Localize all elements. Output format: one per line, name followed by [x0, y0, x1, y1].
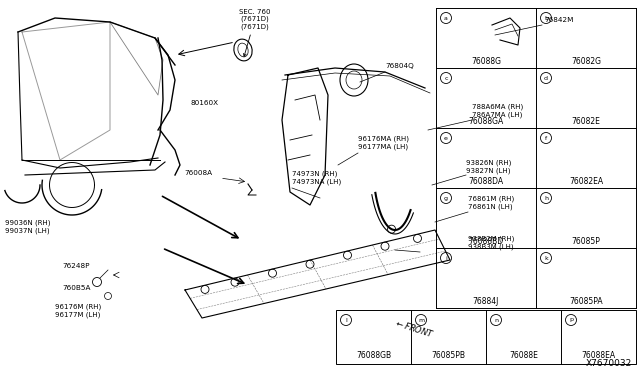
Text: a: a [444, 16, 448, 20]
Text: c: c [444, 76, 448, 80]
Text: 76085PB: 76085PB [431, 350, 465, 359]
Text: 76088EA: 76088EA [581, 350, 616, 359]
Text: 80160X: 80160X [191, 100, 219, 106]
Text: 76088DA: 76088DA [468, 176, 504, 186]
Text: p: p [569, 317, 573, 323]
Text: 76088E: 76088E [509, 350, 538, 359]
Text: i: i [445, 256, 447, 260]
Text: 76884J: 76884J [473, 296, 499, 305]
Text: 76248P: 76248P [62, 263, 90, 269]
Text: 788A6MA (RH)
786A7MA (LH): 788A6MA (RH) 786A7MA (LH) [472, 103, 524, 118]
Text: 938B2M (RH)
938B3M (LH): 938B2M (RH) 938B3M (LH) [468, 235, 515, 250]
Text: n: n [494, 317, 498, 323]
Text: 76088GA: 76088GA [468, 116, 504, 125]
Text: 74973N (RH)
74973NA (LH): 74973N (RH) 74973NA (LH) [292, 170, 341, 185]
Text: 76008A: 76008A [184, 170, 212, 176]
Bar [336, 310, 636, 364]
Text: 760B5A: 760B5A [62, 285, 90, 291]
Text: 96176MA (RH)
96177MA (LH): 96176MA (RH) 96177MA (LH) [358, 135, 409, 150]
Text: 93826N (RH)
93827N (LH): 93826N (RH) 93827N (LH) [466, 160, 511, 173]
Text: 76861M (RH)
76861N (LH): 76861M (RH) 76861N (LH) [468, 196, 515, 209]
Text: b: b [544, 16, 548, 20]
Text: 76082G: 76082G [571, 57, 601, 65]
Text: 76804Q: 76804Q [385, 63, 413, 69]
Text: 76842M: 76842M [544, 17, 573, 23]
Text: g: g [444, 196, 448, 201]
Text: m: m [418, 317, 424, 323]
Text: 96176M (RH)
96177M (LH): 96176M (RH) 96177M (LH) [55, 304, 101, 317]
Text: 76085PA: 76085PA [569, 296, 603, 305]
Text: 76088G: 76088G [471, 57, 501, 65]
Text: 76085P: 76085P [572, 237, 600, 246]
Text: 99036N (RH)
99037N (LH): 99036N (RH) 99037N (LH) [5, 219, 51, 234]
Text: SEC. 760
(7671D)
(7671D): SEC. 760 (7671D) (7671D) [239, 9, 271, 57]
Text: 76082EA: 76082EA [569, 176, 603, 186]
Text: $\leftarrow$FRONT: $\leftarrow$FRONT [393, 317, 436, 340]
Text: 76082E: 76082E [572, 116, 600, 125]
Text: k: k [544, 256, 548, 260]
Text: 76088GB: 76088GB [356, 350, 391, 359]
Text: h: h [544, 196, 548, 201]
Text: d: d [544, 76, 548, 80]
Text: l: l [345, 317, 347, 323]
Text: e: e [444, 135, 448, 141]
Text: 76088BD: 76088BD [468, 237, 504, 246]
Text: X7670032: X7670032 [586, 359, 632, 368]
Text: f: f [545, 135, 547, 141]
